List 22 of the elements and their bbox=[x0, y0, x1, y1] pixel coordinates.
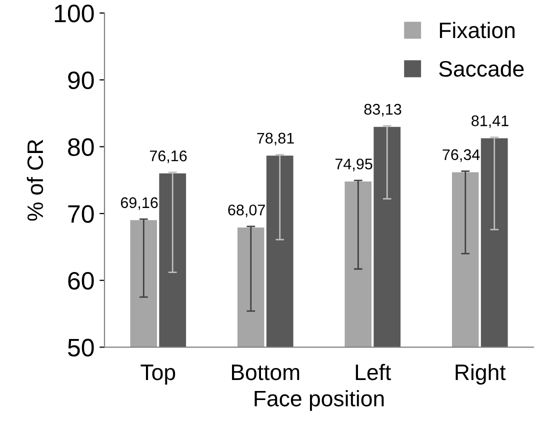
y-tick-label: 70 bbox=[68, 205, 94, 223]
x-axis-title: Face position bbox=[254, 390, 384, 411]
x-tick-label: Top bbox=[140, 364, 176, 385]
data-label: 74,95 bbox=[335, 158, 372, 172]
data-label: 68,07 bbox=[228, 204, 265, 218]
data-label: 76,16 bbox=[150, 150, 187, 164]
y-tick-label: 60 bbox=[68, 272, 94, 290]
data-label: 76,34 bbox=[442, 149, 480, 162]
data-label: 78,81 bbox=[257, 132, 294, 146]
x-tick-label: Left bbox=[356, 364, 391, 380]
legend-label: Saccade bbox=[439, 60, 524, 77]
data-label: 83,13 bbox=[364, 104, 402, 117]
legend-label: Fixation bbox=[440, 22, 515, 38]
data-label: 81,41 bbox=[472, 115, 508, 128]
y-tick-label: 100 bbox=[54, 4, 94, 22]
y-tick-label: 80 bbox=[68, 138, 94, 156]
x-tick-label: Bottom bbox=[232, 364, 300, 380]
data-label: 69,16 bbox=[120, 197, 158, 210]
y-tick-label: 90 bbox=[68, 71, 94, 90]
y-tick-label: 50 bbox=[68, 338, 94, 357]
y-axis-title: % of CR bbox=[26, 140, 44, 221]
x-tick-label: Right bbox=[456, 364, 506, 385]
